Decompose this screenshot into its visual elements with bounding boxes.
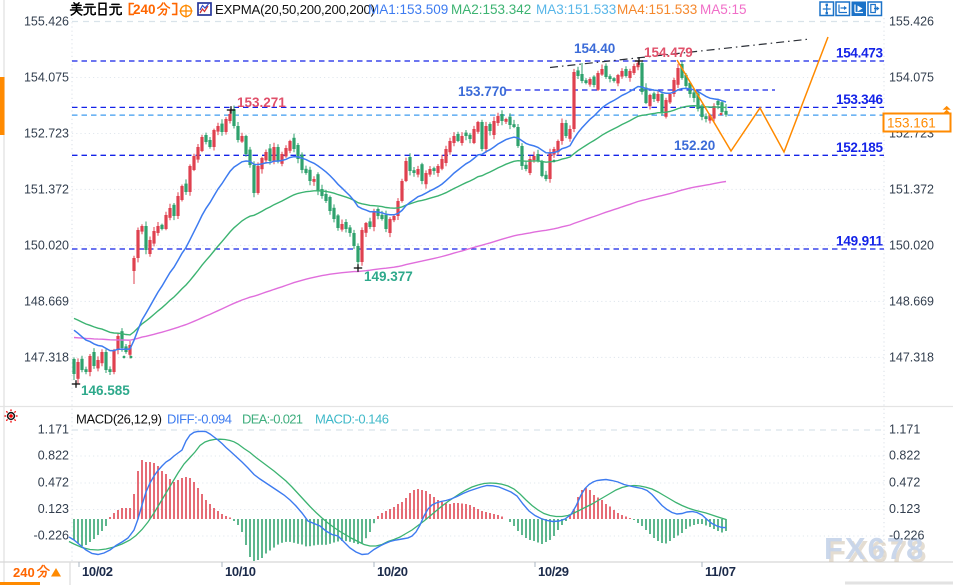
svg-text:FX678: FX678: [827, 534, 928, 569]
svg-text:154.479: 154.479: [644, 45, 693, 60]
svg-text:153.770: 153.770: [458, 84, 507, 99]
svg-text:-0.226: -0.226: [889, 529, 924, 543]
svg-text:240: 240: [13, 565, 35, 580]
svg-text:154.40: 154.40: [574, 41, 615, 56]
svg-text:147.318: 147.318: [24, 351, 69, 365]
svg-text:0.822: 0.822: [38, 449, 69, 463]
svg-text:153.161: 153.161: [887, 116, 936, 131]
svg-text:152.723: 152.723: [24, 127, 69, 141]
svg-text:10/29: 10/29: [538, 564, 569, 579]
svg-text:150.020: 150.020: [889, 239, 934, 253]
svg-text:10/02: 10/02: [82, 564, 113, 579]
svg-text:1.171: 1.171: [38, 423, 69, 437]
svg-text:10/10: 10/10: [225, 564, 256, 579]
svg-text:149.377: 149.377: [364, 269, 413, 284]
svg-text:0.472: 0.472: [889, 476, 920, 490]
svg-text:155.426: 155.426: [889, 15, 934, 29]
svg-text:151.372: 151.372: [889, 183, 934, 197]
svg-text:146.585: 146.585: [81, 383, 130, 398]
svg-text:1.171: 1.171: [889, 423, 920, 437]
svg-text:154.075: 154.075: [24, 71, 69, 85]
svg-text:MA4:151.533: MA4:151.533: [617, 2, 697, 17]
svg-text:152.20: 152.20: [674, 138, 715, 153]
svg-text:147.318: 147.318: [889, 351, 934, 365]
svg-text:154.473: 154.473: [836, 46, 883, 61]
svg-text:MA3:151.533: MA3:151.533: [536, 2, 616, 17]
svg-text:0.123: 0.123: [38, 502, 69, 516]
svg-text:0.123: 0.123: [889, 502, 920, 516]
svg-text:DIFF:-0.094: DIFF:-0.094: [167, 412, 232, 427]
svg-text:148.669: 148.669: [889, 295, 934, 309]
svg-text:10/20: 10/20: [377, 564, 408, 579]
svg-text:150.020: 150.020: [24, 239, 69, 253]
svg-text:153.271: 153.271: [237, 95, 286, 110]
svg-text:155.426: 155.426: [24, 15, 69, 29]
svg-text:240: 240: [133, 2, 156, 17]
svg-text:-0.226: -0.226: [34, 529, 69, 543]
svg-text:0.822: 0.822: [889, 449, 920, 463]
svg-text:11/07: 11/07: [705, 564, 736, 579]
svg-text:MA5:15: MA5:15: [700, 2, 747, 17]
svg-text:151.372: 151.372: [24, 183, 69, 197]
svg-text:MA1:153.509: MA1:153.509: [368, 2, 448, 17]
svg-text:154.075: 154.075: [889, 71, 934, 85]
svg-text:148.669: 148.669: [24, 295, 69, 309]
svg-text:152.185: 152.185: [836, 140, 883, 155]
svg-text:MA2:153.342: MA2:153.342: [451, 2, 531, 17]
svg-text:0.472: 0.472: [38, 476, 69, 490]
svg-text:MACD(26,12,9): MACD(26,12,9): [76, 412, 162, 427]
svg-text:MACD:-0.146: MACD:-0.146: [315, 412, 389, 427]
svg-text:FX678: FX678: [824, 531, 925, 566]
svg-text:149.911: 149.911: [836, 234, 883, 249]
svg-text:DEA:-0.021: DEA:-0.021: [242, 412, 303, 427]
svg-text:EXPMA(20,50,200,200,200): EXPMA(20,50,200,200,200): [215, 2, 375, 17]
svg-text:153.346: 153.346: [836, 92, 883, 107]
